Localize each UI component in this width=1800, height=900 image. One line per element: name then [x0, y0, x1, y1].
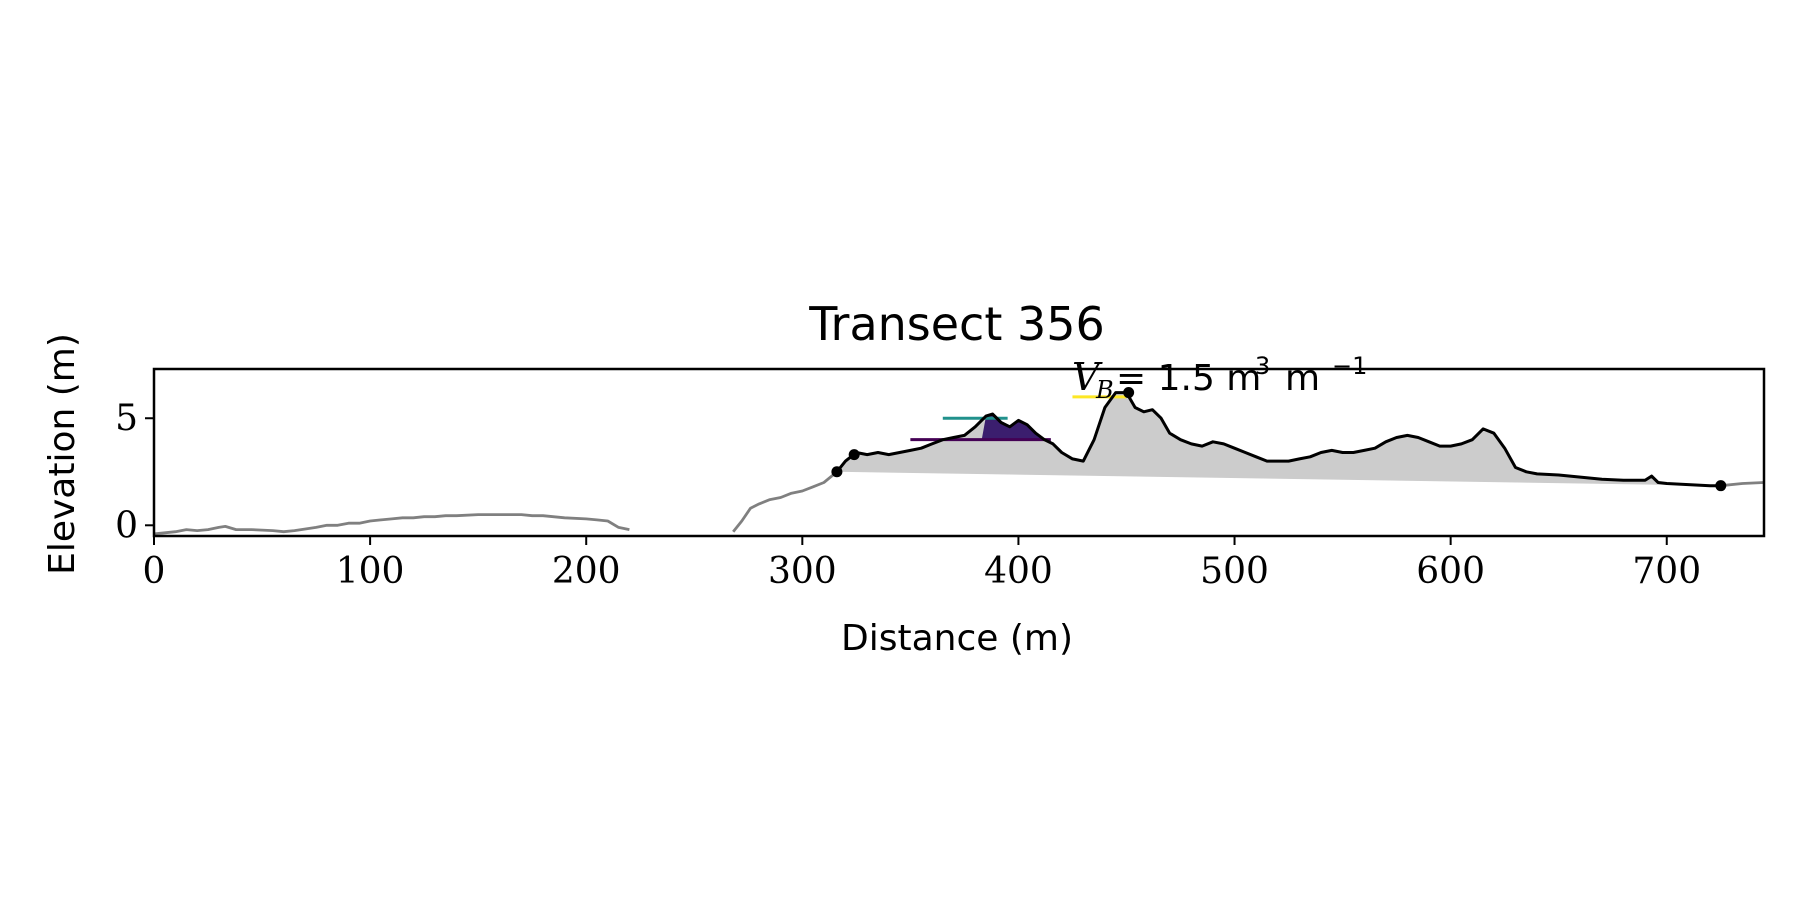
profile-mid-line [732, 470, 838, 533]
y-tick-label: 5 [115, 398, 138, 439]
y-tick-label: 0 [115, 505, 138, 546]
profile-left-line [153, 513, 630, 536]
x-tick-label: 300 [768, 551, 837, 592]
x-tick-label: 500 [1200, 551, 1269, 592]
annotation-subscript: B [1095, 376, 1114, 404]
x-tick-label: 0 [143, 551, 166, 592]
profile-marker [1123, 387, 1135, 399]
profile-marker [848, 449, 860, 461]
annotation-sup-2: −1 [1332, 352, 1367, 380]
x-tick-label: 100 [336, 551, 405, 592]
x-tick-label: 600 [1416, 551, 1485, 592]
profile-marker [1715, 480, 1727, 492]
x-tick-label: 200 [552, 551, 621, 592]
annotation-unit-2: m [1285, 358, 1320, 399]
profile-fill-area [836, 392, 1721, 486]
axes-frame [152, 367, 1766, 538]
x-axis-label: Distance (m) [841, 618, 1073, 659]
y-axis: 05 [115, 398, 154, 546]
x-tick-label: 700 [1632, 551, 1701, 592]
profile-right-line [1720, 481, 1765, 488]
x-tick-label: 400 [984, 551, 1053, 592]
y-axis-label: Elevation (m) [42, 333, 83, 575]
volume-annotation: V B = 1.5 m 3 m −1 [1072, 352, 1367, 404]
x-axis: 0 100 200 300 400 500 600 700 [143, 536, 1701, 592]
annotation-text: = 1.5 m [1116, 358, 1261, 399]
chart-title: Transect 356 [808, 297, 1105, 351]
annotation-symbol: V [1072, 355, 1103, 399]
profile-main-line [835, 391, 1721, 488]
annotation-sup-1: 3 [1255, 352, 1270, 380]
plot-area [153, 387, 1765, 536]
profile-marker [831, 466, 843, 478]
